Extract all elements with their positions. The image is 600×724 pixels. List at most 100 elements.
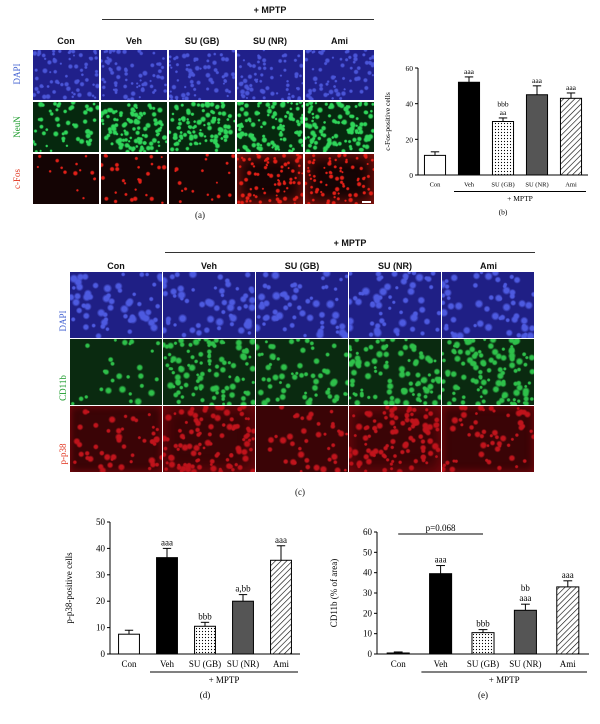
bar-con: [118, 633, 140, 655]
figA-row-dapi: DAPI: [12, 63, 22, 85]
micrograph-dapi-sunr: [349, 272, 441, 338]
significance-label: aaa: [519, 593, 531, 603]
figC-row-dapi: DAPI: [58, 310, 68, 332]
figC-col-ami: Ami: [479, 261, 497, 271]
figA-col-veh: Veh: [125, 36, 142, 46]
micrograph-cd11b-veh: [163, 339, 255, 405]
figA-col-sunr: SU (NR): [253, 36, 287, 46]
micrograph-p-p38-veh: [163, 406, 255, 472]
y-tick-label: 0: [368, 649, 373, 659]
micrograph-neun-veh: [101, 102, 167, 152]
bar-ami: [559, 97, 583, 176]
y-tick-label: 10: [96, 623, 106, 633]
micrograph-dapi-sugb: [169, 50, 235, 100]
figA-col-ami: Ami: [330, 36, 348, 46]
category-label: SU (NR): [509, 659, 541, 669]
category-label: SU (NR): [227, 659, 259, 669]
y-axis-label: c-Fos-positive cells: [383, 92, 392, 151]
y-tick-label: 10: [363, 629, 373, 639]
figC-group-line: [165, 252, 535, 253]
bar-con: [386, 652, 410, 655]
micrograph-cd11b-sunr: [349, 339, 441, 405]
bar-sugb: [491, 121, 515, 176]
bar-sunr: [513, 609, 537, 655]
bar-ami: [556, 586, 580, 655]
bar-veh: [156, 557, 178, 655]
micrograph-dapi-veh: [101, 50, 167, 100]
comparison-label: p=0.068: [426, 523, 456, 533]
y-axis-label: p-p38-positive cells: [64, 552, 74, 624]
micrograph-p-p38-sugb: [256, 406, 348, 472]
significance-label: a,bb: [235, 584, 251, 594]
micrograph-dapi-con: [33, 50, 99, 100]
category-label: Veh: [464, 182, 475, 189]
figA-row-cfos: c-Fos: [12, 169, 22, 189]
micrograph-dapi-sunr: [237, 50, 303, 100]
significance-label: aaa: [464, 67, 475, 76]
category-label: Veh: [434, 659, 448, 669]
bar-veh: [429, 573, 453, 655]
figC-row-pp38: p-p38: [58, 443, 68, 465]
micrograph-cd11b-con: [70, 339, 162, 405]
bar-sunr: [232, 600, 254, 655]
micrograph-c-fos-sugb: [169, 154, 235, 204]
bar-veh: [457, 81, 481, 176]
micrograph-cd11b-ami: [442, 339, 534, 405]
bar-sunr: [525, 94, 549, 176]
micrograph-neun-con: [33, 102, 99, 152]
significance-label: aaa: [161, 537, 173, 547]
significance-label: aaa: [566, 83, 577, 92]
group-label: + MPTP: [507, 194, 533, 203]
figC-col-sunr: SU (NR): [378, 261, 412, 271]
category-label: Ami: [273, 659, 290, 669]
chart-caption: (d): [200, 690, 211, 700]
group-label: + MPTP: [489, 675, 520, 685]
y-tick-label: 30: [96, 570, 106, 580]
figC-row-cd11b: CD11b: [58, 375, 68, 401]
micrograph-cd11b-sugb: [256, 339, 348, 405]
bar-con: [423, 154, 447, 176]
category-label: SU (GB): [189, 659, 221, 669]
y-tick-label: 20: [406, 135, 414, 144]
y-tick-label: 40: [406, 100, 414, 109]
figC-group-label: + MPTP: [333, 238, 367, 248]
micrograph-neun-sugb: [169, 102, 235, 152]
y-tick-label: 40: [96, 543, 106, 553]
micrograph-dapi-veh: [163, 272, 255, 338]
figA-caption: (a): [195, 210, 205, 220]
figA-scale-bar: [362, 201, 371, 203]
category-label: Ami: [560, 659, 577, 669]
figA-col-con: Con: [57, 36, 75, 46]
bar-sugb: [471, 632, 495, 655]
y-tick-label: 60: [363, 527, 373, 537]
significance-label: bbb: [476, 619, 490, 629]
chart-d: 0 10 20 30 40 50 p-p38-positive cells Con aaa Veh…: [64, 517, 300, 700]
significance-label: bb: [521, 583, 531, 593]
y-tick-label: 0: [101, 649, 106, 659]
micrograph-dapi-con: [70, 272, 162, 338]
significance-label: bbb: [198, 611, 212, 621]
significance-label: aaa: [562, 570, 574, 580]
category-label: SU (GB): [491, 182, 514, 189]
micrograph-neun-ami: [305, 102, 374, 152]
micrograph-c-fos-ami: [305, 154, 374, 204]
figC-caption: (c): [295, 487, 305, 497]
category-label: Con: [121, 659, 137, 669]
figA-group-label: + MPTP: [253, 5, 287, 15]
micrograph-c-fos-con: [33, 154, 99, 204]
chart-e: 0 10 20 30 40 50 60 CD11b (% of area) Con aaa Veh b…: [329, 523, 589, 700]
micrograph-dapi-sugb: [256, 272, 348, 338]
micrograph-p-p38-sunr: [349, 406, 441, 472]
chart-caption: (b): [499, 208, 508, 217]
significance-label: bbb: [497, 99, 509, 108]
y-tick-label: 50: [363, 547, 373, 557]
y-tick-label: 0: [409, 171, 413, 180]
y-tick-label: 40: [363, 568, 373, 578]
micrograph-c-fos-sunr: [237, 154, 303, 204]
micrograph-dapi-ami: [442, 272, 534, 338]
figA-row-neun: NeuN: [12, 116, 22, 138]
y-tick-label: 60: [406, 64, 414, 73]
figC-col-sugb: SU (GB): [284, 261, 320, 271]
figA-group-line: [102, 19, 374, 20]
